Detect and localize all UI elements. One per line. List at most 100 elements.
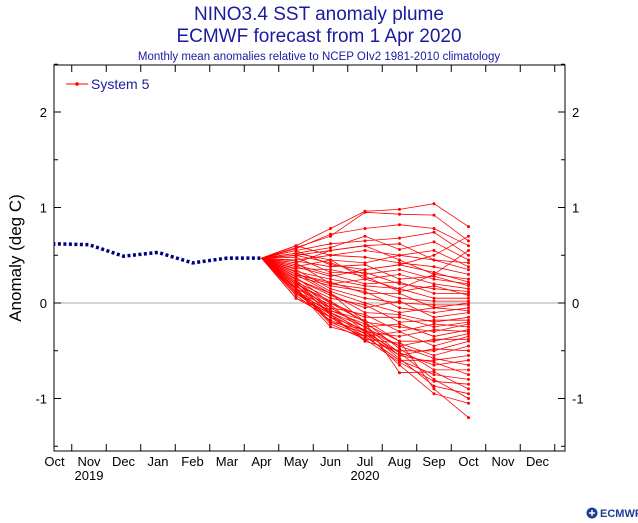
forecast-member-point bbox=[329, 287, 332, 291]
forecast-member-point bbox=[398, 334, 401, 338]
forecast-member-point bbox=[363, 210, 367, 214]
forecast-member-point bbox=[363, 315, 367, 319]
x-tick-label: Apr bbox=[251, 454, 272, 469]
forecast-member-point bbox=[432, 387, 436, 391]
forecast-member-point bbox=[363, 334, 367, 338]
forecast-member-point bbox=[398, 207, 401, 211]
forecast-member-point bbox=[432, 277, 436, 281]
x-year-label: 2019 bbox=[75, 468, 104, 483]
forecast-member-point bbox=[398, 280, 401, 284]
forecast-members bbox=[261, 202, 470, 420]
x-tick-label: Sep bbox=[422, 454, 445, 469]
forecast-member-point bbox=[329, 265, 332, 269]
ecmwf-logo-text: ECMWF bbox=[600, 508, 638, 520]
forecast-member-point bbox=[467, 344, 470, 348]
forecast-member-point bbox=[467, 368, 470, 372]
forecast-member-point bbox=[432, 392, 436, 396]
forecast-member-point bbox=[432, 377, 436, 381]
forecast-member-point bbox=[363, 234, 367, 238]
forecast-member-point bbox=[467, 253, 470, 257]
forecast-member-point bbox=[432, 240, 436, 244]
forecast-member-point bbox=[363, 227, 367, 230]
forecast-member-point bbox=[363, 306, 367, 310]
y-axis-right: -1 0 1 2 bbox=[558, 63, 584, 447]
y-tick-label: -1 bbox=[35, 392, 47, 407]
forecast-member-point bbox=[398, 306, 401, 310]
forecast-member-point bbox=[329, 325, 332, 329]
forecast-member-point bbox=[467, 334, 470, 338]
forecast-member-point bbox=[432, 328, 436, 332]
forecast-member-point bbox=[329, 306, 332, 310]
forecast-member-point bbox=[363, 239, 367, 243]
ecmwf-logo-mark-icon bbox=[586, 507, 598, 519]
forecast-member-point bbox=[398, 363, 401, 367]
forecast-member-point bbox=[363, 270, 367, 274]
forecast-member-point bbox=[329, 320, 332, 324]
forecast-member-point bbox=[432, 299, 436, 303]
forecast-member-point bbox=[432, 202, 436, 206]
x-tick-label: Mar bbox=[216, 454, 239, 469]
forecast-member-point bbox=[467, 261, 470, 265]
forecast-member-point bbox=[467, 416, 470, 420]
forecast-member-point bbox=[329, 227, 332, 230]
forecast-member-point bbox=[329, 253, 332, 257]
forecast-member-point bbox=[467, 293, 470, 297]
forecast-member-point bbox=[398, 258, 401, 262]
y-tick-label: 0 bbox=[40, 296, 47, 311]
y-tick-label: 1 bbox=[40, 201, 47, 216]
x-year-label: 2020 bbox=[351, 468, 380, 483]
x-tick-label: Oct bbox=[458, 454, 479, 469]
forecast-member-point bbox=[432, 287, 436, 291]
forecast-member-point bbox=[432, 360, 436, 364]
forecast-member-point bbox=[398, 356, 401, 360]
forecast-member-point bbox=[363, 249, 367, 252]
forecast-member-point bbox=[432, 315, 436, 319]
forecast-member-point bbox=[363, 290, 367, 293]
forecast-member-point bbox=[294, 291, 298, 295]
forecast-member-point bbox=[467, 284, 470, 288]
forecast-member-point bbox=[467, 315, 470, 319]
forecast-member-point bbox=[363, 318, 367, 322]
forecast-member-point bbox=[398, 325, 401, 329]
forecast-member-point bbox=[398, 354, 401, 357]
forecast-member-point bbox=[363, 296, 367, 300]
observed-line bbox=[54, 242, 262, 265]
forecast-member-point bbox=[294, 280, 298, 284]
x-tick-label: Jun bbox=[320, 454, 341, 469]
forecast-member-point bbox=[329, 274, 332, 278]
forecast-member-point bbox=[329, 261, 332, 265]
x-axis: Oct Nov Dec Jan Feb Mar Apr May Jun Jul Aug Sep Oct N… bbox=[44, 65, 556, 483]
forecast-member-point bbox=[329, 242, 332, 246]
y-tick-label: 0 bbox=[572, 296, 579, 311]
forecast-member-point bbox=[467, 339, 470, 343]
forecast-member-point bbox=[432, 213, 436, 217]
forecast-member-point bbox=[432, 249, 436, 252]
forecast-member-point bbox=[432, 272, 436, 276]
forecast-member-point bbox=[398, 248, 401, 251]
forecast-member-point bbox=[432, 303, 436, 307]
forecast-member-point bbox=[329, 315, 332, 319]
forecast-member-point bbox=[467, 287, 470, 291]
forecast-member-point bbox=[432, 356, 436, 360]
forecast-member-point bbox=[432, 370, 436, 374]
forecast-member-point bbox=[432, 306, 436, 310]
forecast-member-point bbox=[467, 239, 470, 243]
forecast-member-point bbox=[432, 265, 436, 269]
forecast-member-point bbox=[467, 397, 470, 400]
forecast-member-point bbox=[398, 347, 401, 351]
forecast-member-point bbox=[398, 272, 401, 276]
forecast-member-point bbox=[467, 363, 470, 367]
x-tick-label: May bbox=[284, 454, 309, 469]
forecast-member-point bbox=[398, 351, 401, 355]
forecast-member-point bbox=[294, 277, 298, 281]
forecast-member-point bbox=[398, 339, 401, 343]
forecast-member-point bbox=[329, 301, 332, 305]
forecast-member-point bbox=[432, 322, 436, 326]
forecast-member-point bbox=[467, 268, 470, 272]
forecast-member-point bbox=[432, 318, 436, 322]
y-axis-left: -1 0 1 2 bbox=[35, 63, 61, 447]
forecast-member-point bbox=[467, 265, 470, 269]
forecast-member-point bbox=[467, 277, 470, 281]
forecast-member-point bbox=[363, 325, 367, 329]
